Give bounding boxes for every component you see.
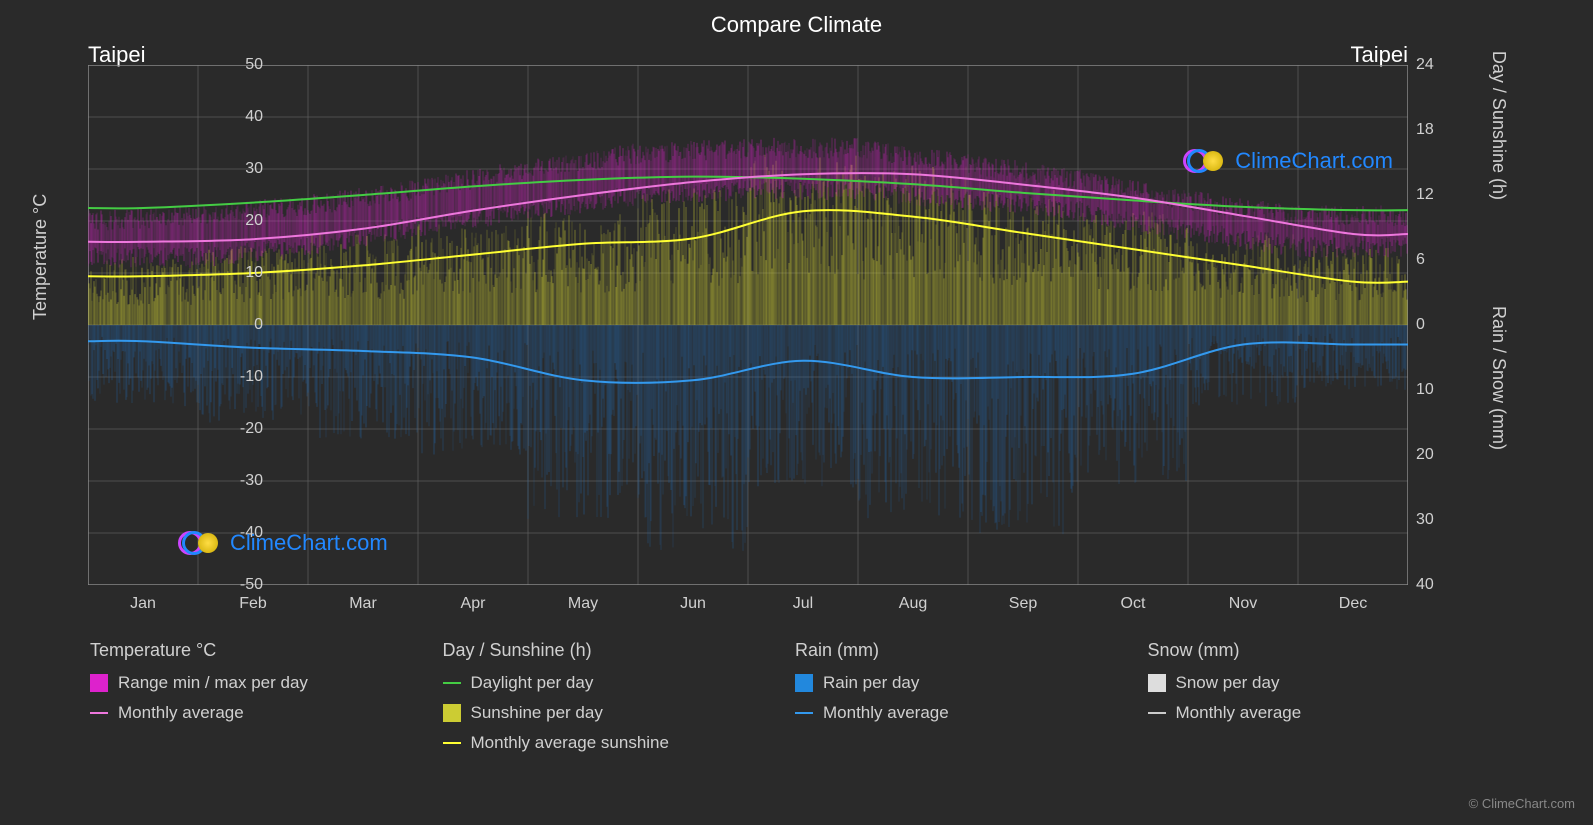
y-axis-right-top-label: Day / Sunshine (h): [1488, 51, 1509, 200]
y-tick-right: 18: [1416, 121, 1434, 139]
y-tick-right: 10: [1416, 381, 1434, 399]
y-tick-left: 30: [223, 160, 263, 178]
logo-icon: [1183, 148, 1229, 174]
legend-swatch: [795, 674, 813, 692]
legend-label: Monthly average: [823, 703, 949, 723]
x-tick: Aug: [888, 595, 938, 613]
x-tick: Jun: [668, 595, 718, 613]
legend-label: Snow per day: [1176, 673, 1280, 693]
chart-title: Compare Climate: [0, 0, 1593, 38]
legend-label: Daylight per day: [471, 673, 594, 693]
y-tick-right: 30: [1416, 511, 1434, 529]
legend-swatch: [1148, 712, 1166, 714]
legend-label: Rain per day: [823, 673, 919, 693]
y-tick-left: 10: [223, 264, 263, 282]
legend-swatch: [90, 674, 108, 692]
legend-swatch: [1148, 674, 1166, 692]
legend-label: Range min / max per day: [118, 673, 308, 693]
logo-icon: [178, 530, 224, 556]
x-tick: Nov: [1218, 595, 1268, 613]
x-tick: May: [558, 595, 608, 613]
y-tick-right: 40: [1416, 576, 1434, 594]
legend-swatch: [90, 712, 108, 714]
legend-item: Monthly average sunshine: [443, 733, 796, 753]
legend-title: Day / Sunshine (h): [443, 640, 796, 661]
y-tick-left: 40: [223, 108, 263, 126]
legend-item: Monthly average: [795, 703, 1148, 723]
watermark-top: ClimeChart.com: [1183, 148, 1393, 174]
legend-item: Daylight per day: [443, 673, 796, 693]
legend-label: Monthly average sunshine: [471, 733, 669, 753]
x-tick: Sep: [998, 595, 1048, 613]
y-axis-right-bottom-label: Rain / Snow (mm): [1488, 306, 1509, 450]
legend-title: Rain (mm): [795, 640, 1148, 661]
y-tick-left: -10: [223, 368, 263, 386]
legend-item: Range min / max per day: [90, 673, 443, 693]
legend-title: Temperature °C: [90, 640, 443, 661]
legend-swatch: [443, 742, 461, 744]
x-tick: Jan: [118, 595, 168, 613]
y-tick-right: 12: [1416, 186, 1434, 204]
legend-item: Monthly average: [1148, 703, 1501, 723]
legend-swatch: [443, 682, 461, 684]
legend-item: Rain per day: [795, 673, 1148, 693]
watermark-bottom: ClimeChart.com: [178, 530, 388, 556]
legend-col-temp: Temperature °C Range min / max per day Mon…: [90, 640, 443, 763]
y-tick-right: 24: [1416, 56, 1434, 74]
x-tick: Oct: [1108, 595, 1158, 613]
legend-col-rain: Rain (mm) Rain per day Monthly average: [795, 640, 1148, 763]
legend-col-snow: Snow (mm) Snow per day Monthly average: [1148, 640, 1501, 763]
y-tick-left: -50: [223, 576, 263, 594]
legend: Temperature °C Range min / max per day Mon…: [90, 640, 1500, 763]
y-tick-left: -30: [223, 472, 263, 490]
legend-item: Monthly average: [90, 703, 443, 723]
legend-label: Monthly average: [118, 703, 244, 723]
y-axis-left-label: Temperature °C: [30, 194, 51, 320]
legend-col-day: Day / Sunshine (h) Daylight per day Sunshi…: [443, 640, 796, 763]
y-tick-right: 6: [1416, 251, 1425, 269]
y-tick-left: 50: [223, 56, 263, 74]
y-tick-right: 0: [1416, 316, 1425, 334]
legend-label: Monthly average: [1176, 703, 1302, 723]
x-tick: Feb: [228, 595, 278, 613]
y-tick-right: 20: [1416, 446, 1434, 464]
x-tick: Mar: [338, 595, 388, 613]
chart-svg: [88, 65, 1408, 585]
legend-title: Snow (mm): [1148, 640, 1501, 661]
x-tick: Jul: [778, 595, 828, 613]
y-tick-left: 20: [223, 212, 263, 230]
y-tick-left: -20: [223, 420, 263, 438]
legend-item: Snow per day: [1148, 673, 1501, 693]
legend-label: Sunshine per day: [471, 703, 603, 723]
y-tick-left: 0: [223, 316, 263, 334]
legend-swatch: [443, 704, 461, 722]
x-tick: Dec: [1328, 595, 1378, 613]
x-tick: Apr: [448, 595, 498, 613]
copyright-text: © ClimeChart.com: [1469, 796, 1575, 811]
legend-swatch: [795, 712, 813, 714]
legend-item: Sunshine per day: [443, 703, 796, 723]
chart-plot-area: [88, 65, 1408, 585]
